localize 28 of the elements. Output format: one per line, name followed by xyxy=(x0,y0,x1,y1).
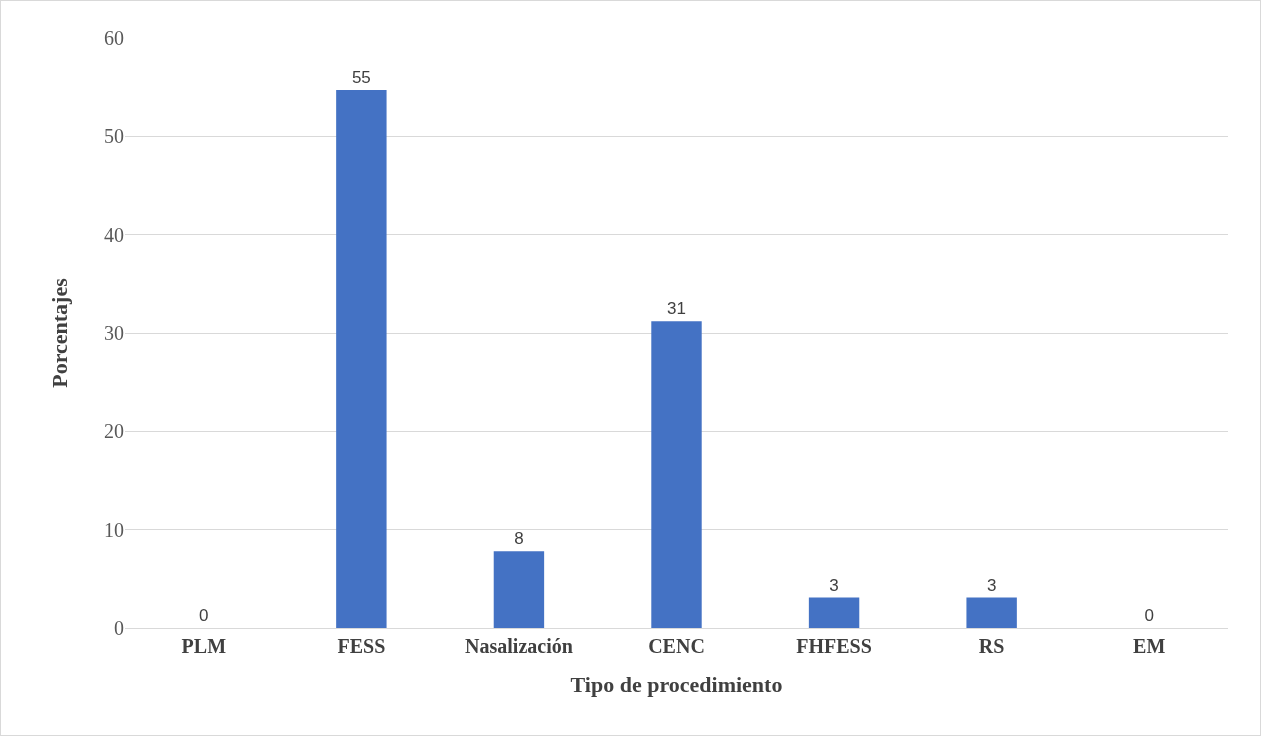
x-tick-label: CENC xyxy=(648,635,705,657)
y-tick-label: 40 xyxy=(104,223,124,246)
x-tick-label: FESS xyxy=(337,635,386,657)
bar xyxy=(966,597,1017,628)
y-tick-label: 0 xyxy=(114,617,124,639)
x-tick-label: PLM xyxy=(181,635,227,657)
data-label: 8 xyxy=(514,529,524,549)
y-tick-label: 10 xyxy=(104,518,124,541)
data-label: 55 xyxy=(351,68,371,88)
y-axis-title: Porcentajes xyxy=(46,277,72,388)
bar xyxy=(493,551,545,628)
x-tick-label: RS xyxy=(978,635,1005,657)
y-tick-label: 60 xyxy=(104,27,124,49)
bar xyxy=(651,321,702,628)
bar xyxy=(336,90,387,628)
y-tick-label: 20 xyxy=(104,420,124,443)
x-tick-label: FHFESS xyxy=(796,635,872,657)
y-tick-label: 30 xyxy=(104,322,124,344)
data-label: 0 xyxy=(1144,606,1154,625)
x-tick-label: EM xyxy=(1133,635,1166,657)
x-tick-label: Nasalización xyxy=(465,635,573,657)
data-label: 31 xyxy=(667,299,686,319)
y-tick-label: 50 xyxy=(104,125,124,148)
data-label: 3 xyxy=(829,575,839,595)
data-label: 0 xyxy=(199,606,209,625)
bar xyxy=(808,597,860,628)
data-label: 3 xyxy=(986,575,997,595)
x-axis-title: Tipo de procedimiento xyxy=(570,671,783,697)
